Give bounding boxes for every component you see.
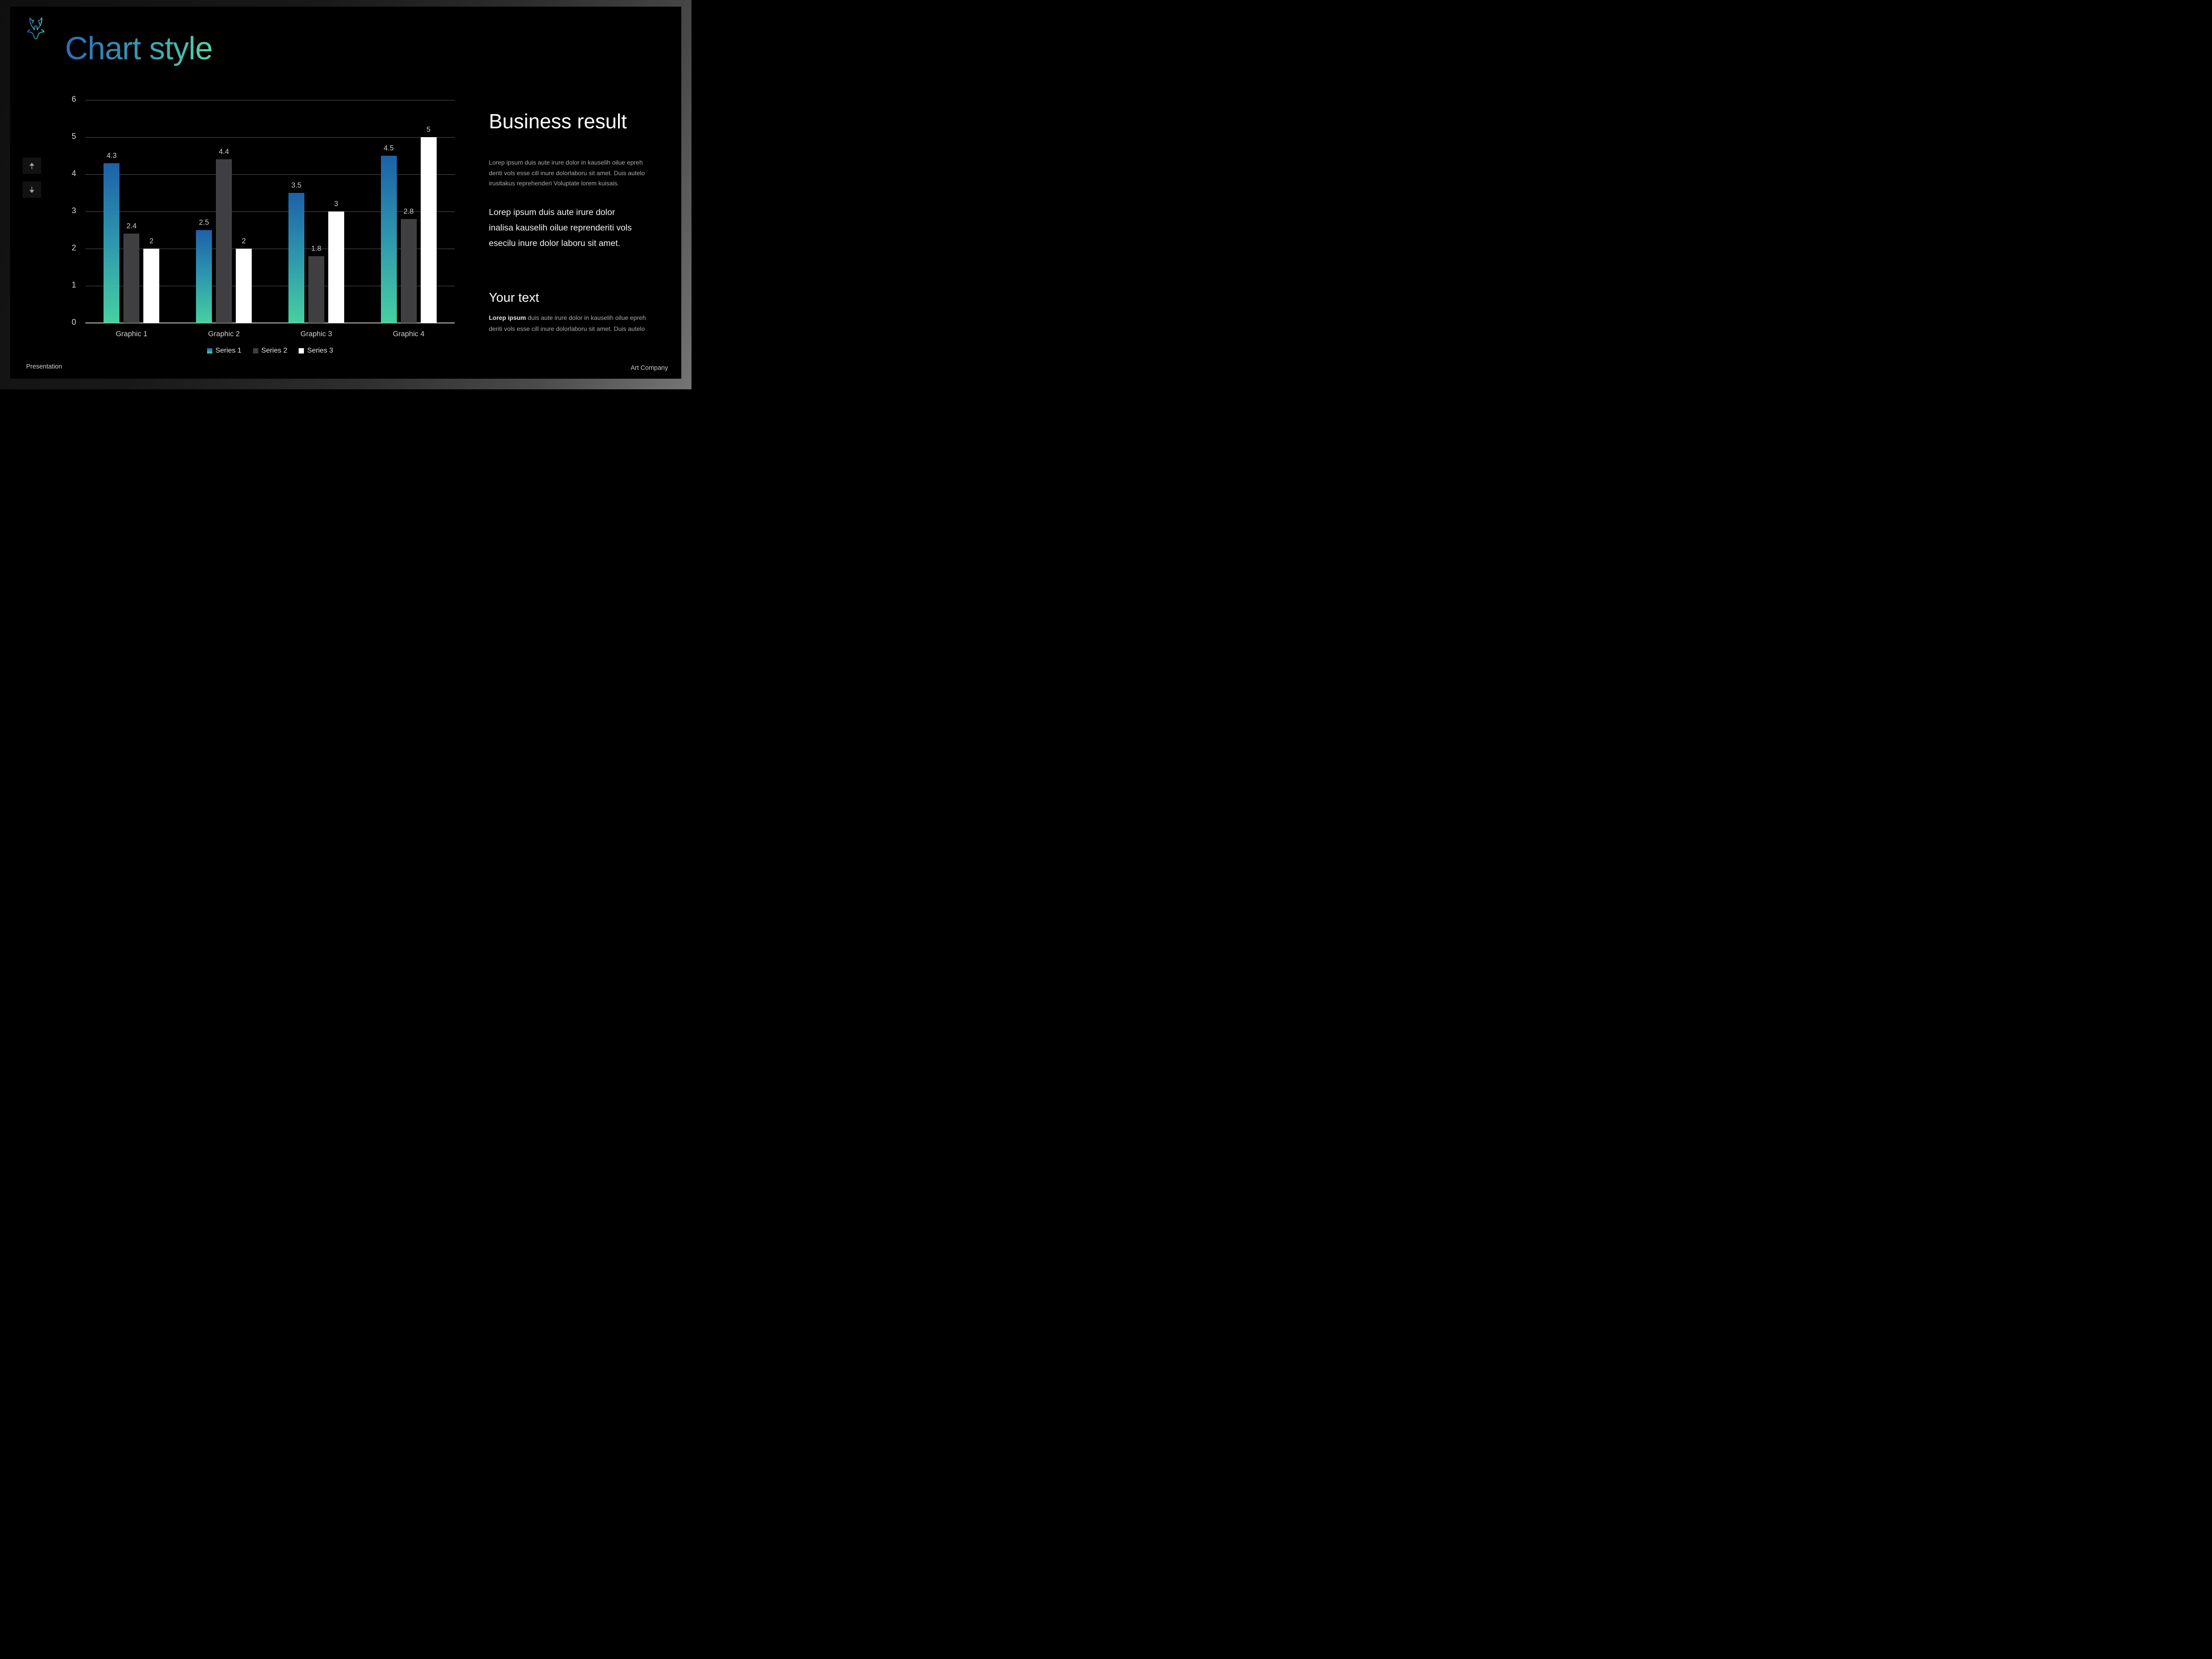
x-axis-label-graphic-4: Graphic 4	[392, 330, 425, 338]
legend-label: Series 3	[307, 347, 334, 354]
y-axis-label-5: 5	[71, 132, 76, 141]
legend-label: Series 1	[215, 347, 242, 354]
bar-value-label: 2	[242, 237, 246, 245]
legend-swatch-series-3	[299, 348, 304, 353]
deer-logo-icon	[27, 17, 45, 39]
slide-frame: Chart style 0 1 2 3 4 5 6 Graphic 1 Graphic 2 Gra…	[0, 0, 691, 389]
y-axis-label-6: 6	[71, 95, 76, 104]
bar-value-label: 4.5	[384, 144, 394, 152]
bar-series-1-graphic-2	[196, 230, 212, 323]
lead-in-bold-text: Lorep ipsum	[489, 314, 526, 321]
body-paragraph-2-text: duis aute irure dolor in kauselih oilue …	[489, 314, 646, 332]
footer-company-label: Art Company	[630, 365, 668, 372]
footer-presentation-label: Presentation	[26, 363, 62, 370]
bar-series-3-graphic-4	[420, 137, 437, 323]
y-axis-label-2: 2	[71, 243, 76, 252]
bar-value-label: 2.4	[126, 222, 137, 230]
bar-series-1-graphic-4	[380, 156, 397, 323]
legend-label: Series 2	[261, 347, 288, 354]
bar-value-label: 4.4	[219, 148, 229, 156]
bar-series-1-graphic-3	[288, 193, 304, 323]
bar-chart: 0 1 2 3 4 5 6 Graphic 1 Graphic 2 Graphic 3 Graphi…	[10, 7, 681, 379]
bar-value-label: 3.5	[291, 181, 302, 189]
scroll-down-button[interactable]	[23, 181, 41, 198]
y-axis-label-3: 3	[71, 206, 76, 215]
bar-value-label: 2.8	[403, 207, 414, 215]
bar-series-2-graphic-1	[123, 234, 140, 323]
scroll-up-button[interactable]	[23, 157, 41, 174]
y-axis-label-4: 4	[71, 169, 76, 178]
bar-value-label: 2.5	[199, 219, 209, 227]
bar-series-3-graphic-2	[236, 249, 252, 323]
bar-value-label: 4.3	[106, 151, 117, 160]
bar-value-label: 1.8	[311, 244, 322, 253]
body-paragraph-1: Lorep ipsum duis aute irure dolor in kau…	[489, 159, 645, 187]
bar-series-3-graphic-3	[328, 211, 344, 323]
gridline-5	[85, 137, 455, 138]
x-axis-label-graphic-2: Graphic 2	[208, 330, 240, 338]
page-title: Chart style	[65, 30, 213, 68]
sub-heading: Your text	[489, 291, 539, 305]
chart-legend: Series 1 Series 2 Series 3	[85, 347, 455, 355]
body-paragraph-2: Lorep ipsum duis aute irure dolor in kau…	[489, 312, 656, 334]
bar-series-2-graphic-2	[216, 159, 232, 323]
legend-swatch-series-2	[253, 348, 258, 353]
bar-series-1-graphic-1	[104, 163, 120, 323]
legend-item-series-2: Series 2	[253, 347, 288, 355]
gridline-4	[85, 174, 455, 175]
bar-series-3-graphic-1	[143, 249, 160, 323]
bar-series-2-graphic-3	[308, 256, 324, 323]
bar-series-2-graphic-4	[400, 219, 417, 323]
slide-canvas: Chart style 0 1 2 3 4 5 6 Graphic 1 Graphic 2 Gra…	[10, 7, 681, 379]
x-axis-label-graphic-1: Graphic 1	[115, 330, 148, 338]
gridline-3	[85, 211, 455, 212]
section-heading: Business result	[489, 110, 627, 133]
bar-value-label: 2	[149, 237, 154, 245]
legend-swatch-series-1	[207, 348, 212, 353]
bar-value-label: 3	[334, 200, 338, 208]
y-axis-label-1: 1	[71, 280, 76, 289]
legend-item-series-1: Series 1	[207, 347, 242, 355]
arrow-up-icon	[29, 162, 35, 169]
highlight-paragraph: Lorep ipsum duis aute irure dolor inalis…	[489, 207, 632, 248]
x-axis-label-graphic-3: Graphic 3	[300, 330, 332, 338]
legend-item-series-3: Series 3	[299, 347, 333, 355]
bar-value-label: 5	[426, 126, 431, 134]
arrow-down-icon	[29, 186, 35, 193]
y-axis-label-0: 0	[71, 318, 76, 326]
